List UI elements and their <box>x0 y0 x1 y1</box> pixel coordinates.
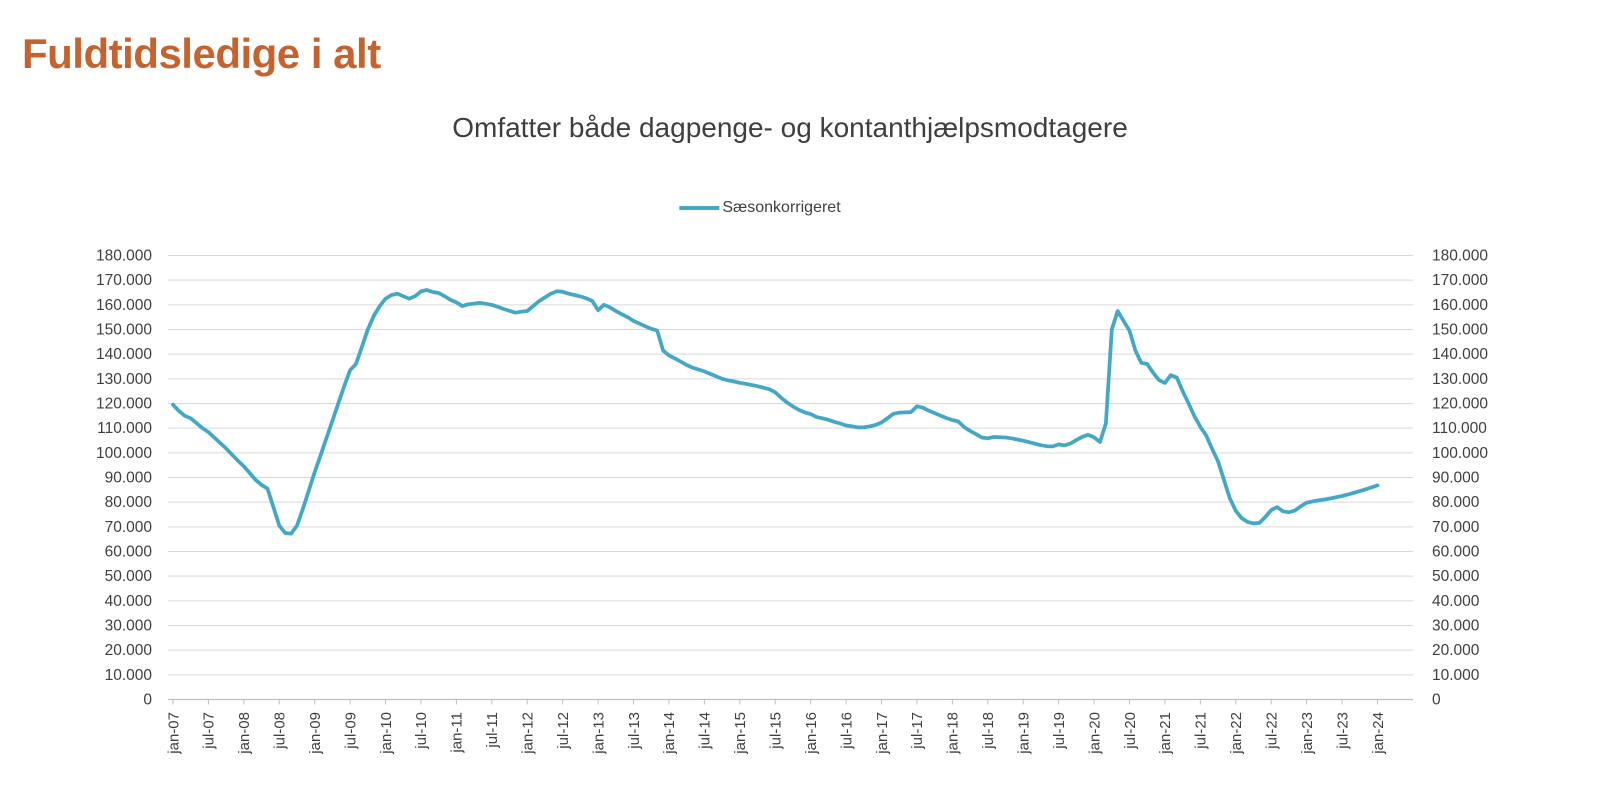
x-axis-label: jul-19 <box>1051 712 1068 750</box>
y-axis-label-right: 40.000 <box>1432 593 1480 610</box>
y-axis-label-right: 70.000 <box>1432 519 1480 536</box>
chart-subtitle: Omfatter både dagpenge- og kontanthjælps… <box>452 112 1128 143</box>
series-line <box>171 288 1380 536</box>
x-axis-label: jan-22 <box>1228 712 1245 755</box>
x-axis-label: jul-12 <box>555 712 572 750</box>
y-axis-label-left: 90.000 <box>105 470 153 487</box>
x-axis-label: jul-07 <box>201 712 218 750</box>
y-axis-label-left: 160.000 <box>96 297 152 314</box>
y-axis-label-left: 130.000 <box>96 371 152 388</box>
page-title: Fuldtidsledige i alt <box>22 30 381 77</box>
legend-line-swatch <box>679 206 720 210</box>
x-axis-label: jul-21 <box>1193 712 1210 750</box>
y-axis-label-left: 150.000 <box>96 322 152 339</box>
y-axis-label-left: 120.000 <box>96 396 152 413</box>
x-axis-label: jan-07 <box>165 712 182 755</box>
x-axis-label: jul-14 <box>697 712 714 750</box>
x-axis-label: jan-14 <box>661 712 678 755</box>
x-axis-label: jul-23 <box>1334 712 1351 750</box>
y-axis-label-left: 20.000 <box>105 642 153 659</box>
x-axis-label: jan-18 <box>945 712 962 755</box>
x-axis-label: jul-08 <box>272 712 289 750</box>
y-axis-label-right: 100.000 <box>1432 445 1488 462</box>
y-axis-label-right: 20.000 <box>1432 642 1480 659</box>
y-axis-label-right: 90.000 <box>1432 470 1480 487</box>
y-axis-label-left: 40.000 <box>105 593 153 610</box>
y-axis-label-right: 110.000 <box>1432 420 1487 437</box>
y-axis-label-left: 110.000 <box>97 420 152 437</box>
x-axis-label: jul-09 <box>342 712 359 750</box>
x-axis-label: jul-15 <box>768 712 785 750</box>
x-axis-label: jan-19 <box>1015 712 1032 755</box>
y-axis-label-left: 60.000 <box>105 544 153 561</box>
y-axis-label-right: 60.000 <box>1432 544 1480 561</box>
y-axis-label-right: 170.000 <box>1432 272 1488 289</box>
x-axis-label: jul-17 <box>909 712 926 750</box>
y-axis-label-left: 100.000 <box>96 445 152 462</box>
y-axis-label-left: 30.000 <box>105 618 153 635</box>
x-axis-label: jul-18 <box>980 712 997 750</box>
y-axis-label-right: 140.000 <box>1432 346 1488 363</box>
y-axis-label-right: 10.000 <box>1432 667 1480 684</box>
y-axis-label-right: 50.000 <box>1432 568 1480 585</box>
legend-label: Sæsonkorrigeret <box>722 199 841 216</box>
y-axis-label-left: 70.000 <box>105 519 153 536</box>
x-axis-label: jan-09 <box>307 712 324 755</box>
x-axis-label: jan-15 <box>732 712 749 755</box>
x-axis-label: jan-17 <box>874 712 891 755</box>
x-axis-label: jan-23 <box>1299 712 1316 755</box>
y-axis-label-left: 50.000 <box>105 568 153 585</box>
y-axis-label-right: 160.000 <box>1432 297 1488 314</box>
x-axis-label: jan-16 <box>803 712 820 755</box>
x-axis-label: jan-24 <box>1370 712 1387 755</box>
x-axis-label: jan-12 <box>520 712 537 755</box>
x-axis-label: jan-21 <box>1157 712 1174 755</box>
x-axis-label: jul-20 <box>1122 712 1139 750</box>
x-axis-label: jul-11 <box>484 712 501 749</box>
x-axis-label: jul-16 <box>838 712 855 750</box>
y-axis-label-left: 170.000 <box>96 272 152 289</box>
x-axis-label: jan-10 <box>378 712 395 755</box>
y-axis-label-right: 180.000 <box>1432 248 1488 265</box>
y-axis-label-left: 140.000 <box>96 346 152 363</box>
x-axis-label: jan-13 <box>590 712 607 755</box>
y-axis-label-left: 10.000 <box>105 667 153 684</box>
x-axis-label: jul-13 <box>626 712 643 750</box>
y-axis-label-right: 0 <box>1432 692 1441 709</box>
y-axis-label-right: 120.000 <box>1432 396 1488 413</box>
y-axis-label-right: 30.000 <box>1432 618 1480 635</box>
x-axis-label: jan-08 <box>236 712 253 755</box>
x-axis-label: jul-22 <box>1263 712 1280 750</box>
y-axis-label-left: 80.000 <box>105 494 153 511</box>
x-axis-label: jul-10 <box>413 712 430 750</box>
y-axis-label-right: 150.000 <box>1432 322 1488 339</box>
y-axis-label-left: 180.000 <box>96 248 152 265</box>
y-axis-label-right: 80.000 <box>1432 494 1480 511</box>
x-axis-label: jan-11 <box>449 712 466 754</box>
y-axis-label-right: 130.000 <box>1432 371 1488 388</box>
y-axis-label-left: 0 <box>143 692 152 709</box>
legend: Sæsonkorrigeret <box>679 199 841 217</box>
x-axis-label: jan-20 <box>1086 712 1103 755</box>
